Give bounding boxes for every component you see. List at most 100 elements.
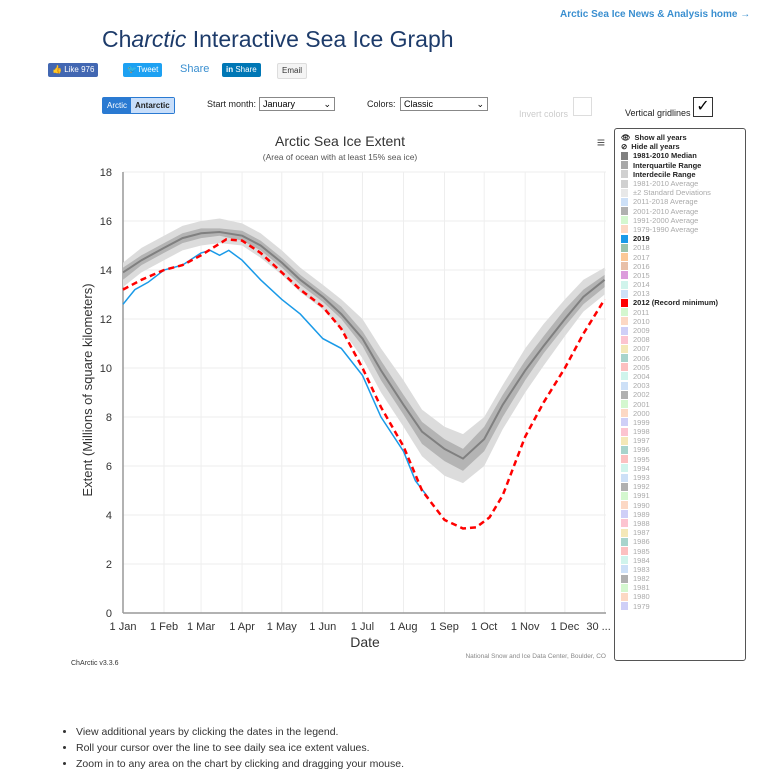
legend-swatch — [621, 253, 628, 262]
legend-item[interactable]: 1984 — [615, 556, 745, 565]
legend-item[interactable]: 1987 — [615, 528, 745, 537]
legend-item[interactable]: 1997 — [615, 436, 745, 445]
legend-item[interactable]: 1979 — [615, 602, 745, 611]
legend-swatch — [621, 381, 628, 390]
legend-label: 1994 — [633, 463, 650, 473]
legend-item[interactable]: 1981 — [615, 583, 745, 592]
invert-colors-checkbox[interactable] — [573, 97, 592, 116]
chart-title: Arctic Sea Ice Extent — [275, 133, 405, 149]
legend-item[interactable]: Interdecile Range — [615, 170, 745, 179]
legend-label: 2008 — [633, 335, 650, 345]
legend-item[interactable]: 1980 — [615, 592, 745, 601]
legend-item[interactable]: 1991-2000 Average — [615, 216, 745, 225]
menu-icon[interactable]: ≡ — [597, 134, 605, 150]
show-all-years[interactable]: 👁 Show all years — [615, 133, 745, 142]
legend-label: 2018 — [633, 243, 650, 253]
legend-item[interactable]: 2002 — [615, 390, 745, 399]
facebook-like-button[interactable]: 👍 Like 976 — [48, 63, 99, 77]
legend-swatch — [621, 271, 628, 280]
legend-item[interactable]: 2012 (Record minimum) — [615, 298, 745, 307]
legend-label: 2007 — [633, 344, 650, 354]
x-tick-label: 30 ... — [586, 621, 610, 633]
legend-item[interactable]: 1998 — [615, 427, 745, 436]
legend-item[interactable]: 1993 — [615, 473, 745, 482]
legend-item[interactable]: 1981-2010 Median — [615, 151, 745, 160]
y-tick-label: 10 — [100, 363, 112, 375]
legend-item[interactable]: 1996 — [615, 445, 745, 454]
legend-item[interactable]: 2019 — [615, 234, 745, 243]
legend-item[interactable]: 2008 — [615, 335, 745, 344]
legend-swatch — [621, 188, 628, 197]
home-link[interactable]: Arctic Sea Ice News & Analysis home → — [560, 9, 751, 20]
like-label: Like 976 — [64, 65, 95, 74]
legend-swatch — [621, 151, 628, 160]
legend-item[interactable]: 2001-2010 Average — [615, 207, 745, 216]
legend-label: 2001 — [633, 399, 650, 409]
legend-item[interactable]: 2006 — [615, 354, 745, 363]
legend-item[interactable]: ±2 Standard Deviations — [615, 188, 745, 197]
legend-item[interactable]: 2015 — [615, 271, 745, 280]
antarctic-button[interactable]: Antarctic — [131, 98, 174, 113]
legend-item[interactable]: 2016 — [615, 262, 745, 271]
legend-swatch — [621, 207, 628, 216]
legend-item[interactable]: 1985 — [615, 546, 745, 556]
legend-item[interactable]: 2010 — [615, 317, 745, 326]
arctic-button[interactable]: Arctic — [103, 98, 131, 113]
legend-item[interactable]: 1991 — [615, 491, 745, 500]
y-tick-label: 18 — [100, 167, 112, 179]
legend-item[interactable]: 2011 — [615, 308, 745, 317]
legend-item[interactable]: 1982 — [615, 574, 745, 583]
tweet-button[interactable]: 🐦Tweet — [123, 63, 163, 77]
legend-item[interactable]: Interquartile Range — [615, 161, 745, 170]
legend-label: 1979-1990 Average — [633, 224, 699, 234]
sea-ice-chart[interactable]: Arctic Sea Ice Extent (Area of ocean with… — [0, 125, 614, 665]
colors-label: Colors: — [367, 99, 396, 109]
legend-item[interactable]: 1988 — [615, 519, 745, 528]
legend-swatch — [621, 354, 628, 363]
legend-item[interactable]: 1989 — [615, 510, 745, 519]
x-tick-label: 1 Feb — [150, 621, 178, 633]
legend-item[interactable]: 2017 — [615, 252, 745, 262]
legend-item[interactable]: 2018 — [615, 243, 745, 252]
vertical-gridlines-checkbox[interactable]: ✓ — [693, 97, 713, 117]
legend-item[interactable]: 1986 — [615, 537, 745, 546]
legend-item[interactable]: 2007 — [615, 344, 745, 353]
legend-item[interactable]: 2014 — [615, 280, 745, 289]
legend-item[interactable]: 2011-2018 Average — [615, 197, 745, 206]
legend-swatch — [621, 409, 628, 418]
start-month-label: Start month: — [207, 99, 257, 109]
legend-swatch — [621, 455, 628, 464]
title-rest: Interactive Sea Ice Graph — [186, 26, 454, 52]
legend-label: 2012 (Record minimum) — [633, 298, 719, 308]
legend-item[interactable]: 1990 — [615, 501, 745, 510]
legend-swatch — [621, 216, 628, 225]
legend-swatch — [621, 372, 628, 381]
legend-item[interactable]: 2004 — [615, 372, 745, 381]
legend-label: 2000 — [633, 408, 650, 418]
legend-item[interactable]: 2001 — [615, 399, 745, 409]
start-month-select[interactable]: January ⌄ — [259, 97, 335, 111]
series-line-2019 — [122, 249, 430, 499]
legend-item[interactable]: 1981-2010 Average — [615, 179, 745, 188]
legend-item[interactable]: 2000 — [615, 409, 745, 418]
legend-item[interactable]: 1992 — [615, 482, 745, 491]
legend-item[interactable]: 2013 — [615, 289, 745, 298]
legend-item[interactable]: 1994 — [615, 464, 745, 473]
legend-item[interactable]: 1983 — [615, 565, 745, 574]
legend-label: 1993 — [633, 473, 650, 483]
y-tick-label: 6 — [106, 461, 112, 473]
hide-all-years[interactable]: ⊘ Hide all years — [615, 142, 745, 151]
median-line — [122, 230, 606, 460]
legend-item[interactable]: 2003 — [615, 381, 745, 390]
chevron-down-icon: ⌄ — [476, 99, 484, 109]
legend-item[interactable]: 1979-1990 Average — [615, 225, 745, 234]
email-button[interactable]: Email — [277, 63, 308, 79]
legend-swatch — [621, 436, 628, 445]
colors-select[interactable]: Classic ⌄ — [400, 97, 488, 111]
legend-item[interactable]: 2005 — [615, 363, 745, 372]
share-link[interactable]: Share — [180, 63, 210, 75]
legend-item[interactable]: 1995 — [615, 455, 745, 464]
linkedin-share-button[interactable]: in Share — [222, 63, 261, 77]
legend-item[interactable]: 1999 — [615, 418, 745, 427]
legend-item[interactable]: 2009 — [615, 326, 745, 335]
